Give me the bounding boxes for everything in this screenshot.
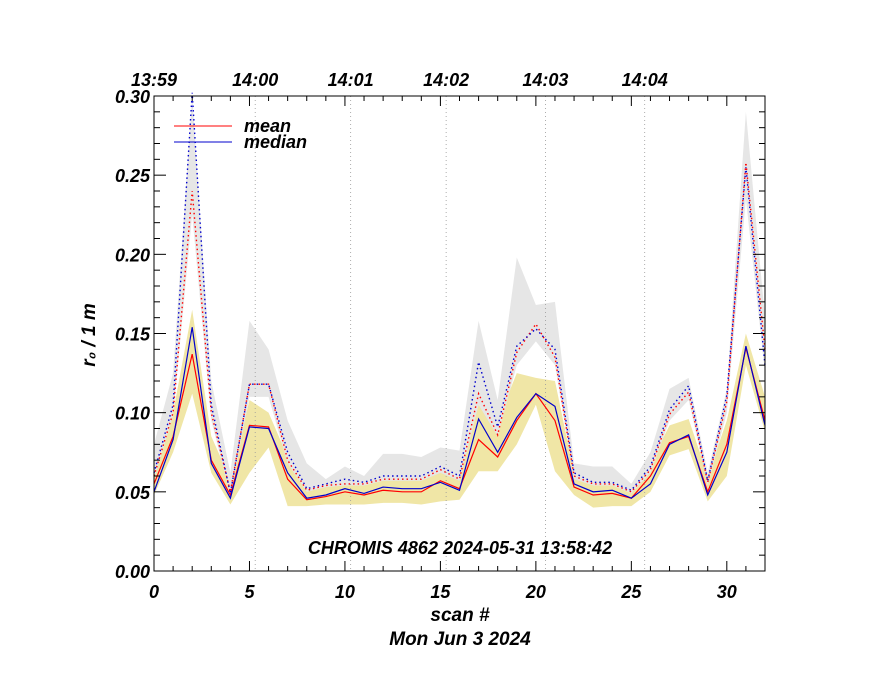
date-label: Mon Jun 3 2024 (389, 629, 531, 650)
y-tick-label-0: 0.00 (115, 562, 150, 582)
y-axis-label: r₀ / 1 m (79, 303, 100, 367)
legend-median-label: median (244, 132, 307, 152)
bands-layer (154, 96, 765, 508)
y-tick-label-4: 0.20 (115, 245, 150, 265)
x-tick-label-10: 10 (335, 582, 355, 602)
band-gray (154, 96, 765, 495)
top-tick-labels: 13:59 14:00 14:01 14:02 14:03 14:04 (131, 70, 668, 90)
y-tick-label-5: 0.25 (115, 166, 151, 186)
x-tick-label-25: 25 (620, 582, 642, 602)
x-tick-label-5: 5 (244, 582, 255, 602)
x-tick-labels: 0 5 10 15 20 25 30 (149, 582, 737, 602)
band-yellow (154, 309, 765, 508)
ticks-layer (153, 95, 766, 572)
x-axis-label: scan # (430, 605, 490, 626)
y-tick-label-6: 0.30 (115, 87, 150, 107)
x-tick-label-20: 20 (525, 582, 546, 602)
y-tick-label-2: 0.10 (115, 404, 150, 424)
legend: mean median (174, 116, 307, 152)
top-tick-label-5: 14:04 (622, 70, 668, 90)
top-tick-label-0: 13:59 (131, 70, 177, 90)
y-tick-labels: 0.00 0.05 0.10 0.15 0.20 0.25 0.30 (115, 87, 151, 582)
top-tick-label-2: 14:01 (328, 70, 374, 90)
annotation-text: CHROMIS 4862 2024-05-31 13:58:42 (308, 538, 612, 558)
y-tick-label-3: 0.15 (115, 325, 151, 345)
top-tick-label-4: 14:03 (522, 70, 568, 90)
series-median (153, 327, 766, 500)
x-tick-label-15: 15 (430, 582, 451, 602)
x-tick-label-0: 0 (149, 582, 159, 602)
series-median_dotted (153, 92, 766, 494)
y-tick-label-1: 0.05 (115, 483, 151, 503)
x-tick-label-30: 30 (717, 582, 737, 602)
lines-layer (153, 92, 766, 501)
legend-mean-label: mean (244, 116, 291, 136)
top-tick-label-3: 14:02 (423, 70, 469, 90)
top-tick-label-1: 14:00 (232, 70, 278, 90)
